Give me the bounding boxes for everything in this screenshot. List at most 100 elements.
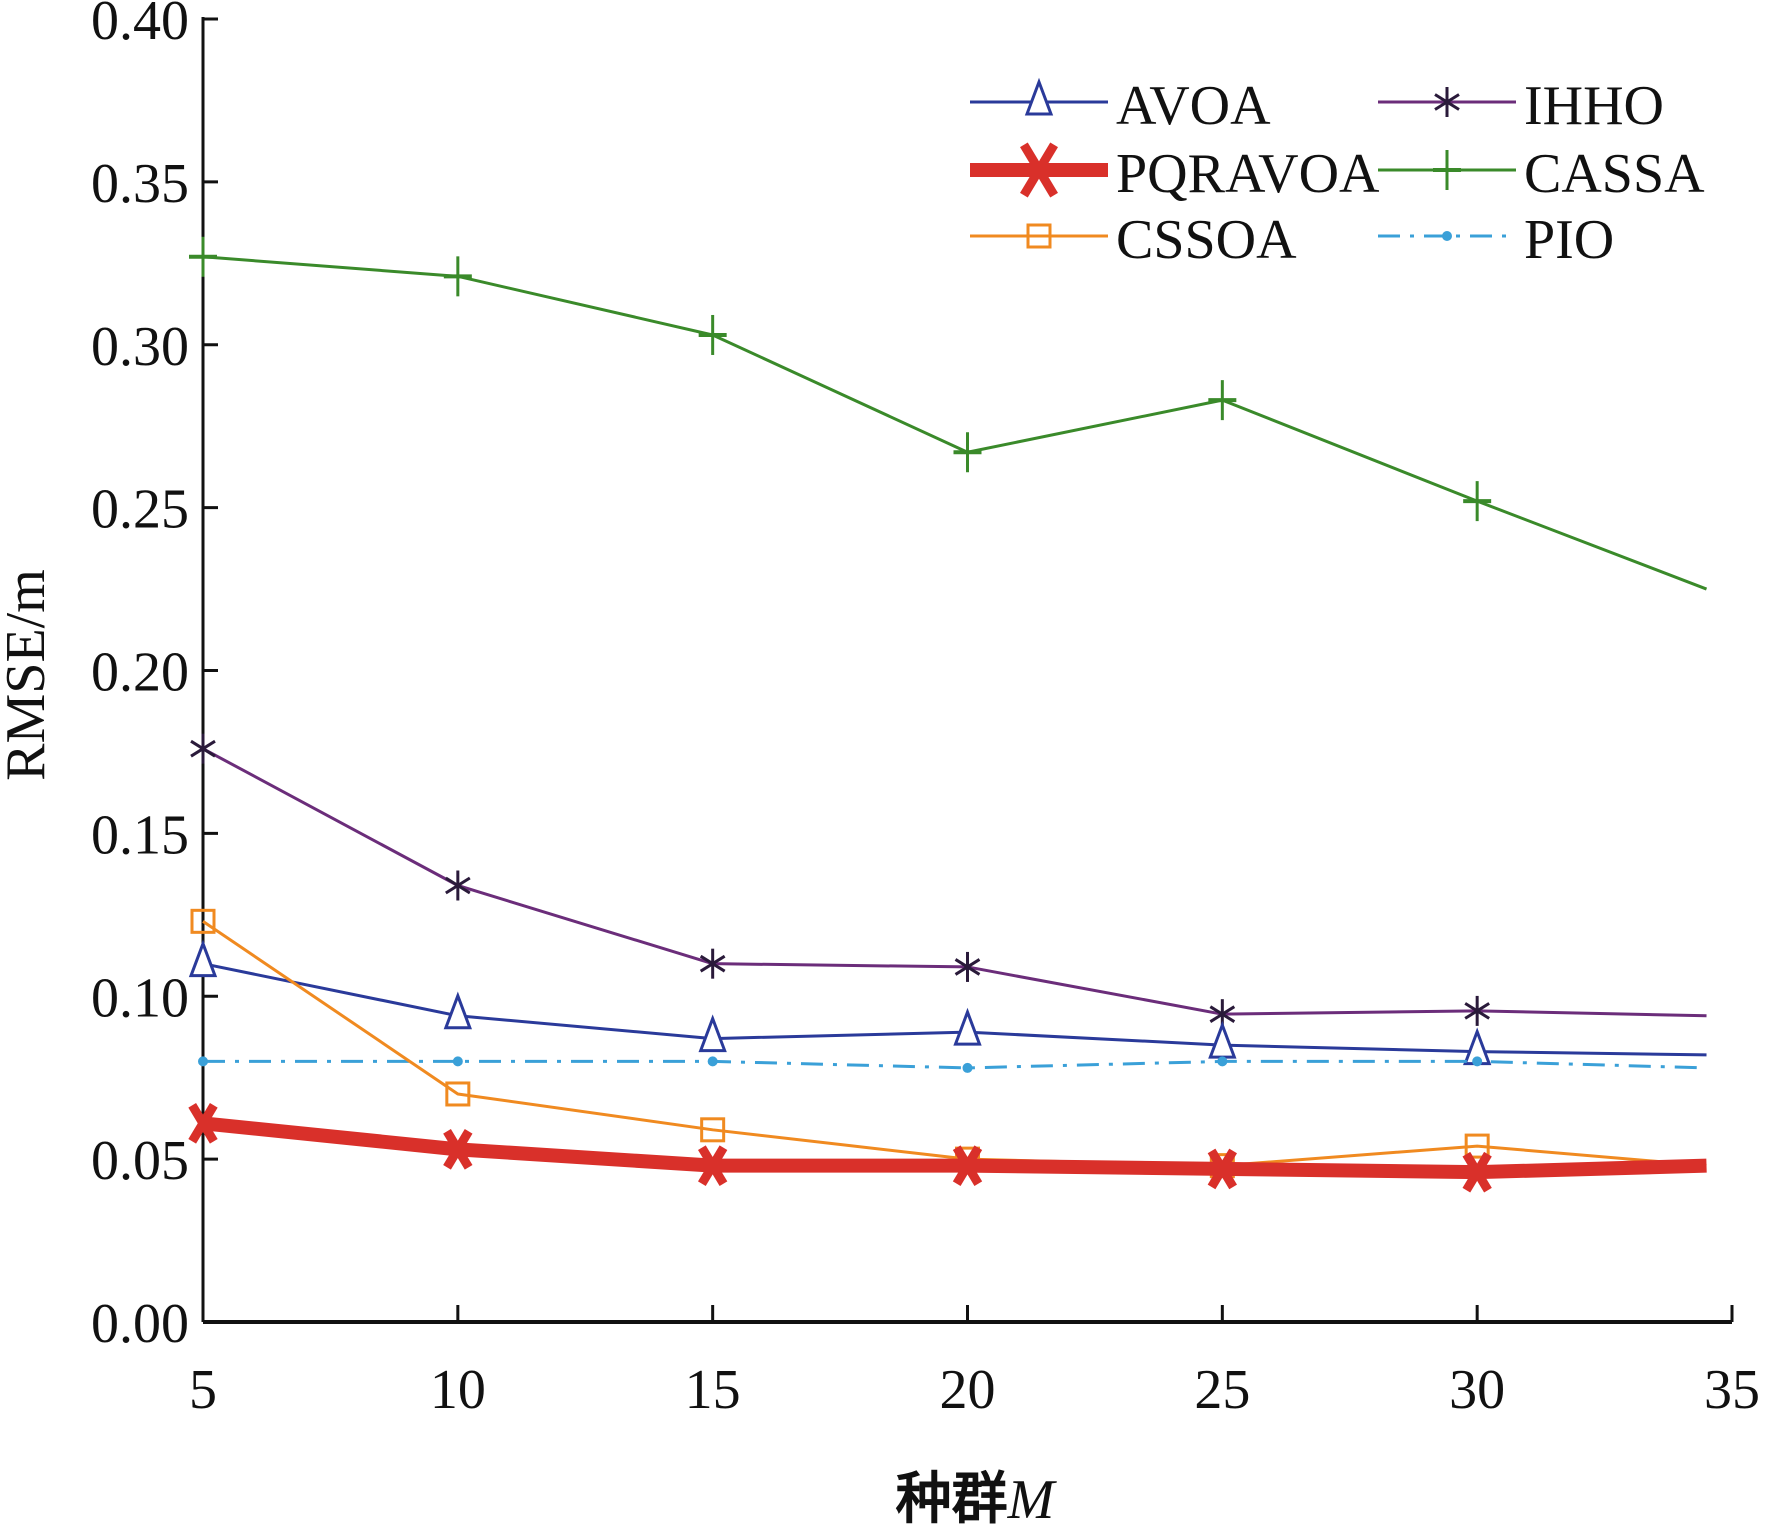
y-tick-label: 0.30 bbox=[91, 316, 189, 378]
x-marker bbox=[952, 1145, 983, 1186]
square-marker-shape bbox=[1026, 223, 1052, 249]
triangle-marker bbox=[953, 1007, 982, 1046]
legend-label: CSSOA bbox=[1116, 209, 1297, 271]
x-stroke bbox=[698, 1145, 728, 1186]
x-marker bbox=[1462, 1151, 1492, 1193]
x-tick-label: 30 bbox=[1449, 1359, 1505, 1421]
triangle-marker bbox=[1024, 77, 1054, 116]
triangle-marker-shape bbox=[1024, 77, 1054, 116]
axes: 0.00 0.05 0.10 0.15 0.20 0.25 0.30 0.35 0.40 5 10 1… bbox=[91, 0, 1760, 1421]
square-marker bbox=[190, 908, 216, 934]
x-stroke bbox=[443, 1129, 473, 1170]
dot-marker-shape bbox=[1472, 1056, 1483, 1067]
asterisk-stroke bbox=[1209, 1005, 1236, 1023]
legend-item-cassa: CASSA bbox=[1378, 143, 1705, 205]
asterisk-stroke bbox=[445, 876, 471, 895]
triangle-marker-shape bbox=[953, 1007, 982, 1046]
asterisk-marker bbox=[445, 870, 471, 901]
series-avoa bbox=[188, 939, 1707, 1066]
asterisk-marker bbox=[190, 733, 216, 764]
square-marker-shape bbox=[445, 1081, 471, 1107]
plus-marker bbox=[1463, 481, 1492, 522]
asterisk-stroke bbox=[954, 958, 981, 976]
y-tick-label: 0.20 bbox=[91, 642, 189, 704]
series-cassa bbox=[189, 236, 1708, 591]
x-marker bbox=[188, 1102, 218, 1144]
plus-marker bbox=[1433, 150, 1461, 190]
square-marker bbox=[700, 1117, 726, 1143]
square-marker-shape bbox=[700, 1117, 726, 1143]
y-tick-label: 0.25 bbox=[91, 479, 189, 541]
plus-marker bbox=[698, 314, 727, 355]
dot-marker bbox=[452, 1056, 463, 1067]
x-tick-label: 5 bbox=[189, 1359, 217, 1421]
plus-marker bbox=[189, 236, 217, 277]
plus-marker bbox=[953, 432, 982, 473]
square-marker bbox=[1464, 1133, 1490, 1159]
square-marker bbox=[1026, 223, 1052, 249]
triangle-marker bbox=[443, 991, 472, 1030]
series-layer bbox=[188, 236, 1708, 1193]
y-axis-title: RMSE/m bbox=[0, 569, 57, 781]
x-stroke bbox=[1462, 1151, 1492, 1193]
series-line-cassa bbox=[202, 255, 1708, 591]
legend-label: AVOA bbox=[1116, 75, 1271, 137]
square-marker-shape bbox=[190, 908, 216, 934]
dot-marker bbox=[1472, 1056, 1483, 1067]
y-tick-label: 0.10 bbox=[91, 967, 189, 1029]
plus-marker bbox=[443, 256, 472, 297]
series-pqravoa bbox=[188, 1102, 1707, 1193]
x-axis-title-main: 种群 bbox=[896, 1469, 1008, 1531]
x-marker bbox=[698, 1145, 728, 1186]
dot-marker bbox=[1217, 1056, 1228, 1067]
triangle-marker-shape bbox=[188, 939, 218, 978]
x-tick-label: 15 bbox=[685, 1359, 741, 1421]
dot-marker bbox=[962, 1062, 973, 1073]
x-stroke bbox=[188, 1102, 218, 1144]
x-axis-title: 种群M bbox=[896, 1469, 1058, 1531]
triangle-marker-shape bbox=[1208, 1020, 1237, 1059]
series-pio bbox=[198, 1056, 1707, 1073]
y-tick-label: 0.05 bbox=[91, 1130, 189, 1192]
legend-label: IHHO bbox=[1524, 75, 1664, 137]
legend-label: PIO bbox=[1524, 209, 1614, 271]
dot-marker-shape bbox=[1442, 231, 1452, 241]
triangle-marker bbox=[698, 1014, 727, 1053]
dot-marker bbox=[707, 1056, 718, 1067]
dot-marker-shape bbox=[198, 1056, 208, 1067]
y-tick-label: 0.00 bbox=[91, 1293, 189, 1355]
legend-item-pio: PIO bbox=[1378, 209, 1614, 271]
x-stroke bbox=[1207, 1148, 1237, 1190]
x-stroke bbox=[1020, 142, 1058, 198]
dot-marker-shape bbox=[1217, 1056, 1228, 1067]
asterisk-marker bbox=[954, 951, 981, 982]
asterisk-stroke bbox=[1434, 93, 1460, 111]
dot-marker-shape bbox=[452, 1056, 463, 1067]
triangle-marker bbox=[1208, 1020, 1237, 1059]
x-axis-title-var: M bbox=[1007, 1469, 1058, 1531]
asterisk-marker bbox=[1464, 995, 1490, 1026]
triangle-marker-shape bbox=[698, 1014, 727, 1053]
dot-marker bbox=[198, 1056, 208, 1067]
dot-marker-shape bbox=[707, 1056, 718, 1067]
series-line-ihho bbox=[202, 747, 1707, 1018]
asterisk-marker bbox=[699, 948, 726, 979]
plus-marker bbox=[1208, 380, 1237, 421]
y-tick-label: 0.35 bbox=[91, 153, 189, 215]
x-tick-label: 10 bbox=[430, 1359, 486, 1421]
legend-item-ihho: IHHO bbox=[1378, 75, 1664, 137]
dot-marker bbox=[1442, 231, 1452, 241]
asterisk-stroke bbox=[190, 739, 216, 758]
x-marker bbox=[1020, 142, 1058, 198]
x-stroke bbox=[952, 1145, 983, 1186]
asterisk-stroke bbox=[699, 954, 726, 973]
y-tick-label: 0.15 bbox=[91, 804, 189, 866]
dot-marker-shape bbox=[962, 1062, 973, 1073]
legend-label: PQRAVOA bbox=[1116, 143, 1380, 205]
triangle-marker-shape bbox=[443, 991, 472, 1030]
x-tick-label: 20 bbox=[940, 1359, 996, 1421]
legend-item-cssoa: CSSOA bbox=[970, 209, 1297, 271]
legend-item-pqravoa: PQRAVOA bbox=[970, 142, 1380, 205]
